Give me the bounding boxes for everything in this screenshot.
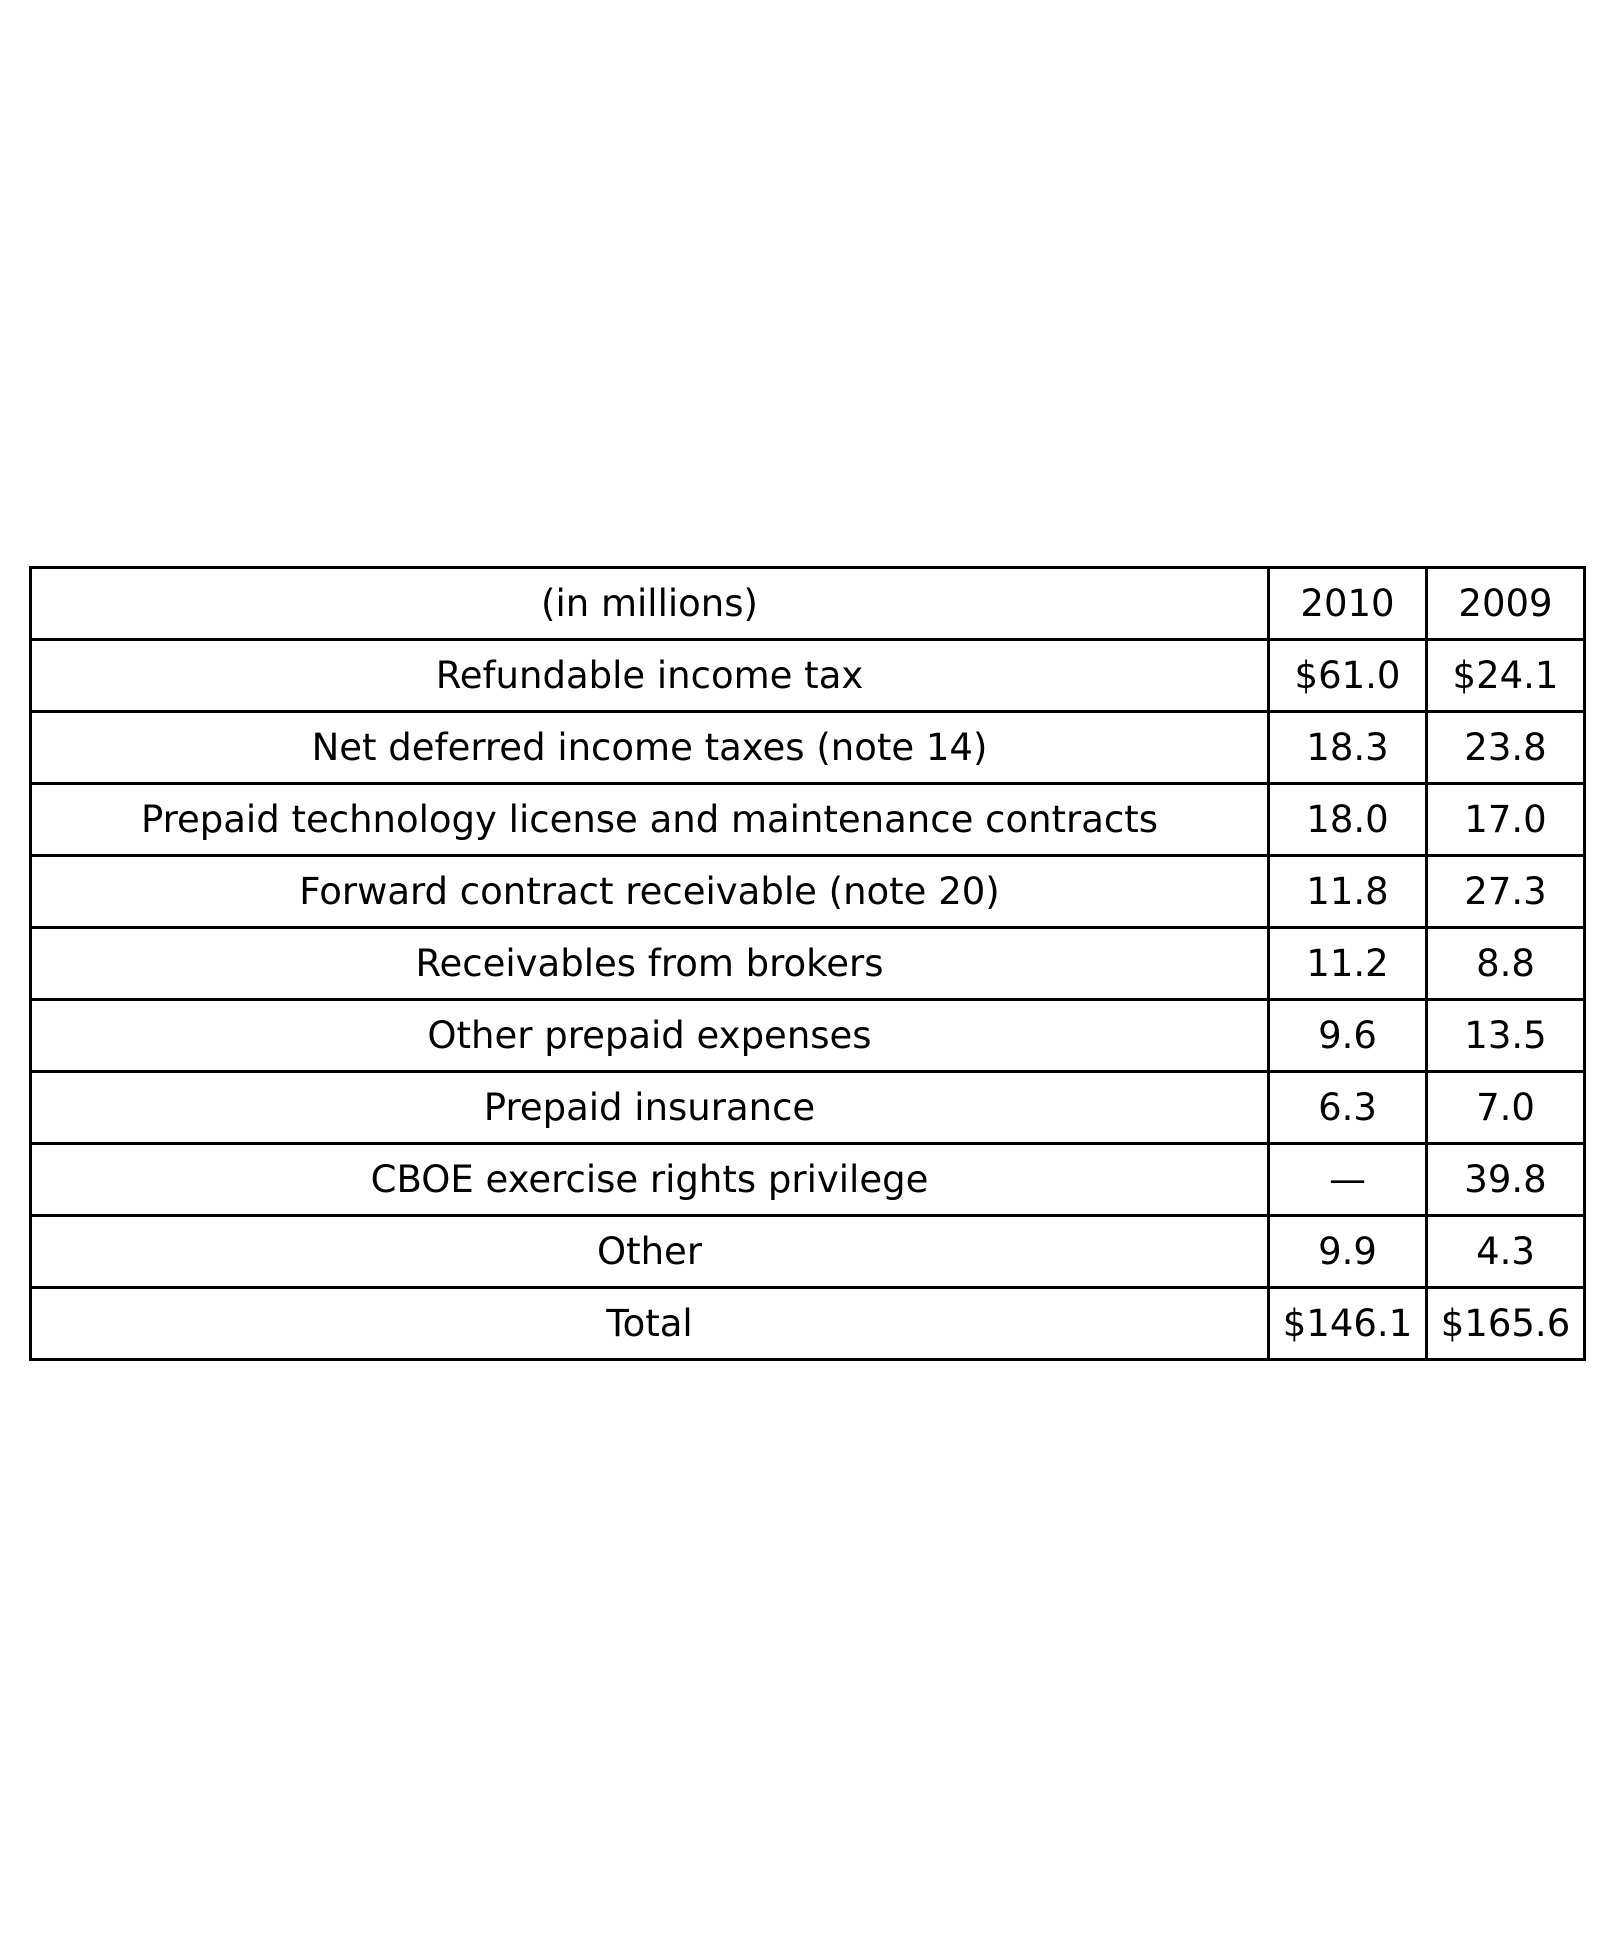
row-value-2010: 11.2 (1267, 926, 1428, 1001)
header-units-label: (in millions) (29, 566, 1270, 641)
financial-table: (in millions) 2010 2009 Refundable incom… (29, 566, 1586, 1361)
table-row: Receivables from brokers 11.2 8.8 (29, 926, 1586, 1001)
table-header-row: (in millions) 2010 2009 (29, 566, 1586, 641)
row-value-2010: 18.0 (1267, 782, 1428, 857)
table-row: Prepaid technology license and maintenan… (29, 782, 1586, 857)
table-total-row: Total $146.1 $165.6 (29, 1286, 1586, 1361)
row-label: Forward contract receivable (note 20) (29, 854, 1270, 929)
row-value-2009: 13.5 (1425, 998, 1586, 1073)
table-row: Refundable income tax $61.0 $24.1 (29, 638, 1586, 713)
row-label: Other prepaid expenses (29, 998, 1270, 1073)
row-value-2009: 23.8 (1425, 710, 1586, 785)
row-label: Other (29, 1214, 1270, 1289)
table-row: Forward contract receivable (note 20) 11… (29, 854, 1586, 929)
table-row: Net deferred income taxes (note 14) 18.3… (29, 710, 1586, 785)
row-label: Receivables from brokers (29, 926, 1270, 1001)
table-body: (in millions) 2010 2009 Refundable incom… (29, 566, 1586, 1361)
table-row: Prepaid insurance 6.3 7.0 (29, 1070, 1586, 1145)
total-value-2009: $165.6 (1425, 1286, 1586, 1361)
row-value-2009: 17.0 (1425, 782, 1586, 857)
table-row: Other 9.9 4.3 (29, 1214, 1586, 1289)
header-year-2010: 2010 (1267, 566, 1428, 641)
row-value-2009: 4.3 (1425, 1214, 1586, 1289)
row-value-2010: $61.0 (1267, 638, 1428, 713)
row-label: Net deferred income taxes (note 14) (29, 710, 1270, 785)
row-value-2010: — (1267, 1142, 1428, 1217)
total-label: Total (29, 1286, 1270, 1361)
row-value-2010: 11.8 (1267, 854, 1428, 929)
row-value-2010: 9.6 (1267, 998, 1428, 1073)
row-label: Refundable income tax (29, 638, 1270, 713)
row-value-2010: 6.3 (1267, 1070, 1428, 1145)
row-value-2009: 8.8 (1425, 926, 1586, 1001)
total-value-2010: $146.1 (1267, 1286, 1428, 1361)
table-row: CBOE exercise rights privilege — 39.8 (29, 1142, 1586, 1217)
row-label: CBOE exercise rights privilege (29, 1142, 1270, 1217)
table-row: Other prepaid expenses 9.6 13.5 (29, 998, 1586, 1073)
header-year-2009: 2009 (1425, 566, 1586, 641)
row-value-2009: $24.1 (1425, 638, 1586, 713)
row-value-2009: 7.0 (1425, 1070, 1586, 1145)
row-label: Prepaid insurance (29, 1070, 1270, 1145)
row-value-2010: 9.9 (1267, 1214, 1428, 1289)
row-value-2010: 18.3 (1267, 710, 1428, 785)
row-value-2009: 27.3 (1425, 854, 1586, 929)
row-value-2009: 39.8 (1425, 1142, 1586, 1217)
row-label: Prepaid technology license and maintenan… (29, 782, 1270, 857)
